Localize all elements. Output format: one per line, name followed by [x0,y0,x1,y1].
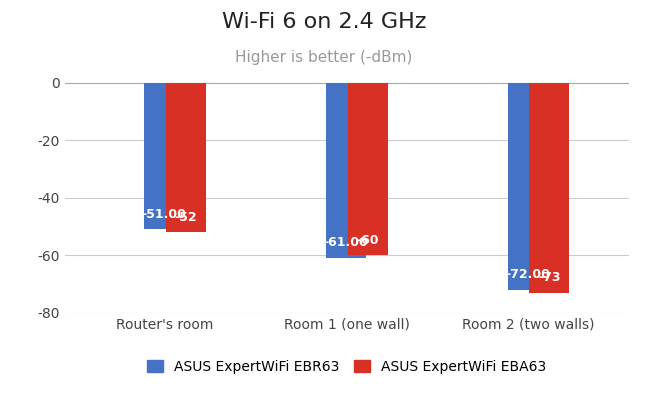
Text: Higher is better (-dBm): Higher is better (-dBm) [235,50,413,65]
Text: Wi-Fi 6 on 2.4 GHz: Wi-Fi 6 on 2.4 GHz [222,12,426,32]
Bar [144,83,184,229]
Bar [166,83,206,232]
Legend: ASUS ExpertWiFi EBR63, ASUS ExpertWiFi EBA63: ASUS ExpertWiFi EBR63, ASUS ExpertWiFi E… [141,354,552,379]
Text: -52: -52 [174,211,197,224]
Bar [347,83,388,255]
Text: -72.00: -72.00 [505,268,550,281]
Bar [326,83,365,258]
Text: -61.00: -61.00 [323,237,368,249]
Text: -60: -60 [356,234,379,247]
Bar [529,83,570,293]
Text: -73: -73 [538,271,561,284]
Bar [507,83,548,290]
Text: -51.00: -51.00 [141,208,187,221]
